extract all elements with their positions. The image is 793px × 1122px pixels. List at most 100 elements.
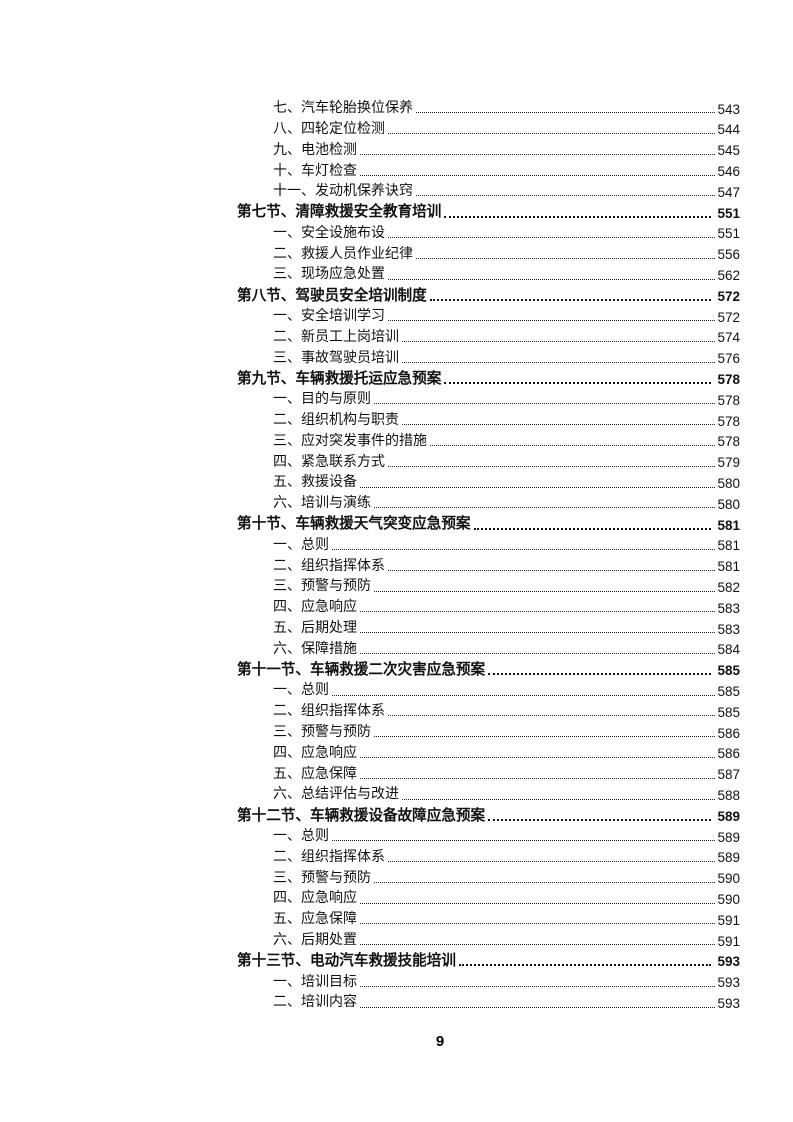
toc-entry-title: 六、培训与演练 bbox=[273, 496, 371, 512]
toc-entry-title: 四、应急响应 bbox=[273, 891, 357, 907]
toc-entry-title: 三、现场应急处置 bbox=[273, 267, 385, 283]
toc-entry-page-number: 586 bbox=[717, 725, 740, 741]
dot-leader bbox=[332, 549, 716, 551]
toc-entry[interactable]: 九、电池检测 545 bbox=[237, 138, 740, 159]
toc-entry-title: 五、后期处理 bbox=[273, 621, 357, 637]
toc-entry[interactable]: 四、紧急联系方式 579 bbox=[237, 450, 740, 471]
toc-entry[interactable]: 五、应急保障 591 bbox=[237, 907, 740, 928]
dot-leader bbox=[444, 382, 712, 385]
toc-entry[interactable]: 一、安全培训学习 572 bbox=[237, 304, 740, 325]
toc-entry[interactable]: 五、后期处理 583 bbox=[237, 616, 740, 637]
toc-entry[interactable]: 第十三节、电动汽车救援技能培训 593 bbox=[237, 949, 740, 970]
toc-entry[interactable]: 十、车灯检查 546 bbox=[237, 158, 740, 179]
toc-entry-title: 一、总则 bbox=[273, 829, 329, 844]
toc-entry[interactable]: 四、应急响应 590 bbox=[237, 886, 740, 907]
toc-entry-page-number: 585 bbox=[717, 683, 740, 699]
toc-entry[interactable]: 一、安全设施布设 551 bbox=[237, 221, 740, 242]
toc-entry[interactable]: 六、保障措施 584 bbox=[237, 637, 740, 658]
toc-entry[interactable]: 一、总则 589 bbox=[237, 824, 740, 845]
toc-entry[interactable]: 二、组织指挥体系 581 bbox=[237, 554, 740, 575]
dot-leader bbox=[388, 860, 716, 862]
toc-entry[interactable]: 一、目的与原则 578 bbox=[237, 387, 740, 408]
toc-entry[interactable]: 六、总结评估与改进 588 bbox=[237, 782, 740, 803]
toc-entry-title: 一、总则 bbox=[273, 537, 329, 553]
toc-entry[interactable]: 四、应急响应 586 bbox=[237, 741, 740, 762]
toc-entry-page-number: 546 bbox=[717, 164, 740, 180]
toc-entry[interactable]: 第十一节、车辆救援二次灾害应急预案 585 bbox=[237, 658, 740, 679]
toc-entry[interactable]: 四、应急响应 583 bbox=[237, 595, 740, 616]
dot-leader bbox=[360, 174, 716, 176]
toc-entry-page-number: 588 bbox=[717, 787, 740, 803]
toc-entry[interactable]: 六、后期处置 591 bbox=[237, 928, 740, 949]
dot-leader bbox=[458, 964, 712, 967]
toc-entry-page-number: 585 bbox=[717, 704, 740, 720]
toc-entry-title: 六、保障措施 bbox=[273, 641, 357, 657]
toc-entry-page-number: 591 bbox=[717, 933, 740, 949]
toc-entry[interactable]: 二、组织指挥体系 585 bbox=[237, 699, 740, 720]
toc-entry[interactable]: 二、新员工上岗培训 574 bbox=[237, 325, 740, 346]
dot-leader bbox=[388, 278, 716, 280]
toc-entry-title: 四、应急响应 bbox=[273, 600, 357, 616]
dot-leader bbox=[360, 944, 716, 946]
toc-entry-page-number: 578 bbox=[717, 434, 740, 450]
toc-entry-title: 二、组织指挥体系 bbox=[273, 849, 385, 865]
toc-entry-page-number: 589 bbox=[717, 829, 740, 845]
toc-entry[interactable]: 十一、发动机保养诀窍 547 bbox=[237, 179, 740, 200]
toc-entry[interactable]: 二、组织机构与职责 578 bbox=[237, 408, 740, 429]
dot-leader bbox=[360, 757, 716, 758]
page-footer: 9 bbox=[140, 1033, 740, 1051]
dot-leader bbox=[360, 1006, 716, 1008]
dot-leader bbox=[360, 923, 716, 925]
toc-entry[interactable]: 三、预警与预防 590 bbox=[237, 865, 740, 886]
toc-entry-page-number: 587 bbox=[717, 767, 740, 783]
toc-entry[interactable]: 一、总则 581 bbox=[237, 533, 740, 554]
toc-entry-title: 三、应对突发事件的措施 bbox=[273, 433, 427, 449]
toc-entry-title: 十、车灯检查 bbox=[273, 163, 357, 179]
toc-entry[interactable]: 二、救援人员作业纪律 556 bbox=[237, 242, 740, 263]
toc-entry-title: 四、应急响应 bbox=[273, 745, 357, 761]
toc-entry[interactable]: 二、组织指挥体系 589 bbox=[237, 845, 740, 866]
toc-entry[interactable]: 第七节、清障救援安全教育培训 551 bbox=[237, 200, 740, 221]
toc-entry-title: 二、组织机构与职责 bbox=[273, 413, 399, 429]
toc-entry-title: 九、电池检测 bbox=[273, 142, 357, 158]
toc-entry-page-number: 583 bbox=[717, 621, 740, 637]
dot-leader bbox=[374, 507, 716, 509]
toc-entry[interactable]: 三、事故驾驶员培训 576 bbox=[237, 346, 740, 367]
toc-entry[interactable]: 第九节、车辆救援托运应急预案 578 bbox=[237, 366, 740, 387]
toc-entry-page-number: 585 bbox=[717, 663, 740, 679]
dot-leader bbox=[360, 153, 716, 155]
toc-entry[interactable]: 六、培训与演练 580 bbox=[237, 491, 740, 512]
toc-entry[interactable]: 八、四轮定位检测 544 bbox=[237, 117, 740, 138]
dot-leader bbox=[473, 527, 712, 530]
toc-entry-title: 二、救援人员作业纪律 bbox=[273, 246, 413, 262]
dot-leader bbox=[374, 590, 716, 592]
toc-entry[interactable]: 三、应对突发事件的措施 578 bbox=[237, 429, 740, 450]
toc-entry[interactable]: 一、总则 585 bbox=[237, 678, 740, 699]
toc-entry[interactable]: 第八节、驾驶员安全培训制度 572 bbox=[237, 283, 740, 304]
dot-leader bbox=[374, 736, 716, 738]
toc-entry[interactable]: 三、预警与预防 582 bbox=[237, 574, 740, 595]
toc-entry[interactable]: 五、救援设备 580 bbox=[237, 470, 740, 491]
toc-entry[interactable]: 三、预警与预防 586 bbox=[237, 720, 740, 741]
dot-leader bbox=[360, 985, 716, 987]
toc-entry-page-number: 581 bbox=[717, 517, 740, 533]
toc-entry[interactable]: 第十节、车辆救援天气突变应急预案 581 bbox=[237, 512, 740, 533]
toc-entry[interactable]: 二、培训内容 593 bbox=[237, 990, 740, 1011]
toc-entry-page-number: 576 bbox=[717, 351, 740, 367]
dot-leader bbox=[402, 361, 716, 363]
toc-entry-title: 三、预警与预防 bbox=[273, 870, 371, 886]
toc-entry[interactable]: 七、汽车轮胎换位保养 543 bbox=[237, 96, 740, 117]
toc-entry-title: 第八节、驾驶员安全培训制度 bbox=[237, 287, 427, 304]
dot-leader bbox=[388, 569, 716, 571]
dot-leader bbox=[416, 112, 716, 114]
toc-entry[interactable]: 五、应急保障 587 bbox=[237, 762, 740, 783]
toc-entry[interactable]: 第十二节、车辆救援设备故障应急预案 589 bbox=[237, 803, 740, 824]
dot-leader bbox=[429, 298, 712, 301]
dot-leader bbox=[430, 445, 716, 447]
toc-entry-title: 五、应急保障 bbox=[273, 766, 357, 782]
toc-entry-page-number: 581 bbox=[717, 538, 740, 554]
toc-entry[interactable]: 一、培训目标 593 bbox=[237, 969, 740, 990]
dot-leader bbox=[388, 237, 716, 239]
toc-entry[interactable]: 三、现场应急处置 562 bbox=[237, 262, 740, 283]
toc-entry-page-number: 543 bbox=[717, 101, 740, 117]
